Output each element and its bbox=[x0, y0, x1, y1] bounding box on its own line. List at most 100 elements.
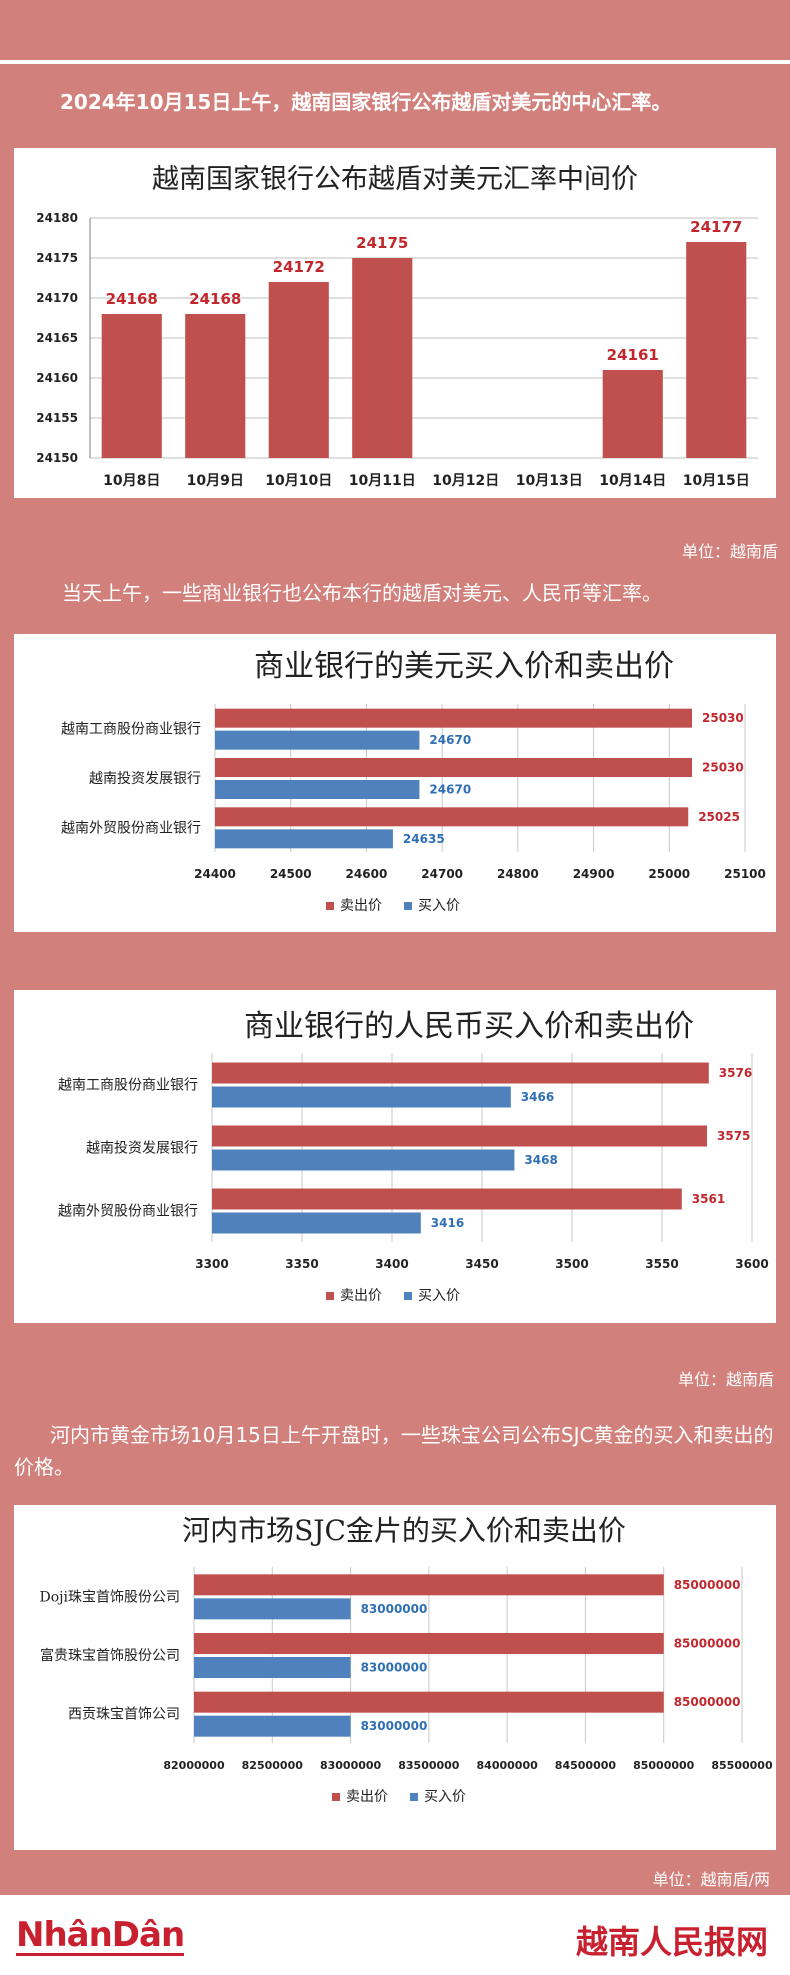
x-tick-label: 3300 bbox=[195, 1257, 228, 1271]
x-tick-label: 84000000 bbox=[477, 1759, 539, 1772]
unit-label-2: 单位：越南盾 bbox=[677, 1370, 774, 1389]
buy-bar bbox=[194, 1715, 351, 1737]
sell-legend-swatch bbox=[332, 1793, 340, 1801]
buy-bar bbox=[212, 1086, 511, 1108]
site-name-logo: 越南人民报网 bbox=[575, 1923, 768, 1961]
buy-legend-swatch bbox=[404, 902, 412, 910]
category-label: 越南投资发展银行 bbox=[89, 771, 201, 787]
cny-rates-bar-chart: 商业银行的人民币买入价和卖出价 3300 3350 3400 3450 3500 3550 3… bbox=[58, 1009, 769, 1304]
y-tick-label: 24155 bbox=[36, 411, 78, 425]
bar-10月15日 bbox=[686, 242, 747, 458]
x-tick-label: 83000000 bbox=[320, 1759, 382, 1772]
usd-rates-bar-chart: 商业银行的美元买入价和卖出价 24400 24500 24600 24700 24800 2… bbox=[61, 649, 766, 914]
sell-bar bbox=[194, 1574, 664, 1596]
chart-title: 越南国家银行公布越盾对美元汇率中间价 bbox=[152, 164, 638, 195]
data-label: 24172 bbox=[273, 258, 325, 276]
top-divider bbox=[0, 60, 790, 64]
chart-panel-gold-prices: 河内市场SJC金片的买入价和卖出价 82000000 82500000 8300000… bbox=[14, 1505, 776, 1850]
x-tick-label: 24600 bbox=[346, 867, 388, 881]
data-label: 85000000 bbox=[674, 1695, 741, 1709]
data-label: 3416 bbox=[431, 1216, 464, 1230]
data-label: 85000000 bbox=[674, 1637, 741, 1651]
x-tick-label: 25000 bbox=[648, 867, 690, 881]
bar-10月11日 bbox=[352, 258, 413, 458]
buy-legend-swatch bbox=[404, 1292, 412, 1300]
data-label: 3466 bbox=[521, 1090, 554, 1104]
category-label: 西贡珠宝首饰公司 bbox=[68, 1707, 180, 1723]
data-label: 24175 bbox=[356, 234, 408, 252]
y-tick-label: 24165 bbox=[36, 331, 78, 345]
legend-label: 卖出价 bbox=[340, 1288, 382, 1304]
sell-legend-swatch bbox=[326, 1292, 334, 1300]
x-tick-label: 85500000 bbox=[711, 1759, 773, 1772]
chart-panel-central-rate: 越南国家银行公布越盾对美元汇率中间价 24150 24155 24160 24165 24… bbox=[14, 148, 776, 498]
legend-label: 买入价 bbox=[418, 898, 460, 914]
buy-bar bbox=[212, 1212, 421, 1234]
intro-paragraph-2: 当天上午，一些商业银行也公布本行的越盾对美元、人民币等汇率。 bbox=[62, 581, 662, 605]
x-tick-label: 10月13日 bbox=[516, 473, 583, 489]
sell-bar bbox=[215, 758, 692, 777]
data-label: 85000000 bbox=[674, 1578, 741, 1592]
sell-legend-swatch bbox=[326, 902, 334, 910]
data-label: 25030 bbox=[702, 711, 744, 725]
sell-bar bbox=[212, 1125, 707, 1147]
buy-legend-swatch bbox=[410, 1793, 418, 1801]
x-tick-label: 10月15日 bbox=[683, 473, 750, 489]
data-label: 25030 bbox=[702, 761, 744, 775]
data-label: 3468 bbox=[524, 1153, 557, 1167]
x-tick-label: 10月14日 bbox=[599, 473, 666, 489]
legend-label: 买入价 bbox=[418, 1288, 460, 1304]
category-label: 越南工商股份商业银行 bbox=[61, 722, 201, 738]
data-label: 24168 bbox=[189, 290, 241, 308]
buy-bar bbox=[212, 1149, 515, 1171]
data-label: 3575 bbox=[717, 1129, 750, 1143]
chart-panel-usd-rates: 商业银行的美元买入价和卖出价 24400 24500 24600 24700 24800 2… bbox=[14, 634, 776, 932]
chart-title: 河内市场SJC金片的买入价和卖出价 bbox=[182, 1514, 626, 1547]
bar-10月8日 bbox=[101, 314, 162, 458]
x-tick-label: 83500000 bbox=[398, 1759, 460, 1772]
y-tick-label: 24170 bbox=[36, 291, 78, 305]
unit-label-1: 单位：越南盾 bbox=[681, 542, 778, 561]
footer-bar: NhânDân 越南人民报网 bbox=[0, 1895, 790, 1975]
x-tick-label: 84500000 bbox=[555, 1759, 617, 1772]
x-tick-label: 85000000 bbox=[633, 1759, 695, 1772]
data-label: 83000000 bbox=[361, 1719, 428, 1733]
x-tick-label: 82500000 bbox=[242, 1759, 304, 1772]
x-tick-label: 3400 bbox=[375, 1257, 408, 1271]
x-tick-label: 3600 bbox=[735, 1257, 768, 1271]
data-label: 3576 bbox=[719, 1066, 752, 1080]
buy-bar bbox=[215, 730, 420, 750]
x-tick-label: 24400 bbox=[194, 867, 236, 881]
nhandan-logo: NhânDân bbox=[16, 1915, 185, 1956]
x-tick-label: 24500 bbox=[270, 867, 312, 881]
legend-label: 买入价 bbox=[424, 1789, 466, 1805]
buy-bar bbox=[215, 829, 393, 849]
y-tick-label: 24160 bbox=[36, 371, 78, 385]
buy-bar bbox=[194, 1598, 351, 1620]
x-tick-label: 10月8日 bbox=[103, 473, 160, 489]
y-tick-label: 24175 bbox=[36, 251, 78, 265]
buy-bar bbox=[215, 780, 420, 799]
category-label: 越南投资发展银行 bbox=[86, 1141, 198, 1157]
x-tick-label: 3450 bbox=[465, 1257, 498, 1271]
central-rate-bar-chart: 越南国家银行公布越盾对美元汇率中间价 24150 24155 24160 24165 24… bbox=[36, 164, 758, 489]
legend-label: 卖出价 bbox=[346, 1789, 388, 1805]
category-label: 富贵珠宝首饰股份公司 bbox=[40, 1647, 180, 1664]
data-label: 24670 bbox=[429, 733, 471, 747]
sell-bar bbox=[194, 1691, 664, 1713]
intro-paragraph-3: 河内市黄金市场10月15日上午开盘时，一些珠宝公司公布SJC黄金的买入和卖出的价… bbox=[14, 1423, 774, 1479]
data-label: 24161 bbox=[607, 346, 659, 364]
bar-10月14日 bbox=[602, 370, 663, 458]
x-tick-label: 3500 bbox=[555, 1257, 588, 1271]
gold-prices-bar-chart: 河内市场SJC金片的买入价和卖出价 82000000 82500000 8300000… bbox=[40, 1514, 773, 1805]
y-tick-label: 24150 bbox=[36, 451, 78, 465]
sell-bar bbox=[212, 1188, 682, 1210]
data-label: 24635 bbox=[403, 832, 445, 846]
x-tick-label: 10月10日 bbox=[265, 473, 332, 489]
bar-10月10日 bbox=[268, 282, 329, 458]
chart-title: 商业银行的人民币买入价和卖出价 bbox=[244, 1009, 694, 1044]
buy-bar bbox=[194, 1657, 351, 1678]
legend-label: 卖出价 bbox=[340, 898, 382, 914]
x-tick-label: 24900 bbox=[573, 867, 615, 881]
sell-bar bbox=[215, 807, 689, 827]
